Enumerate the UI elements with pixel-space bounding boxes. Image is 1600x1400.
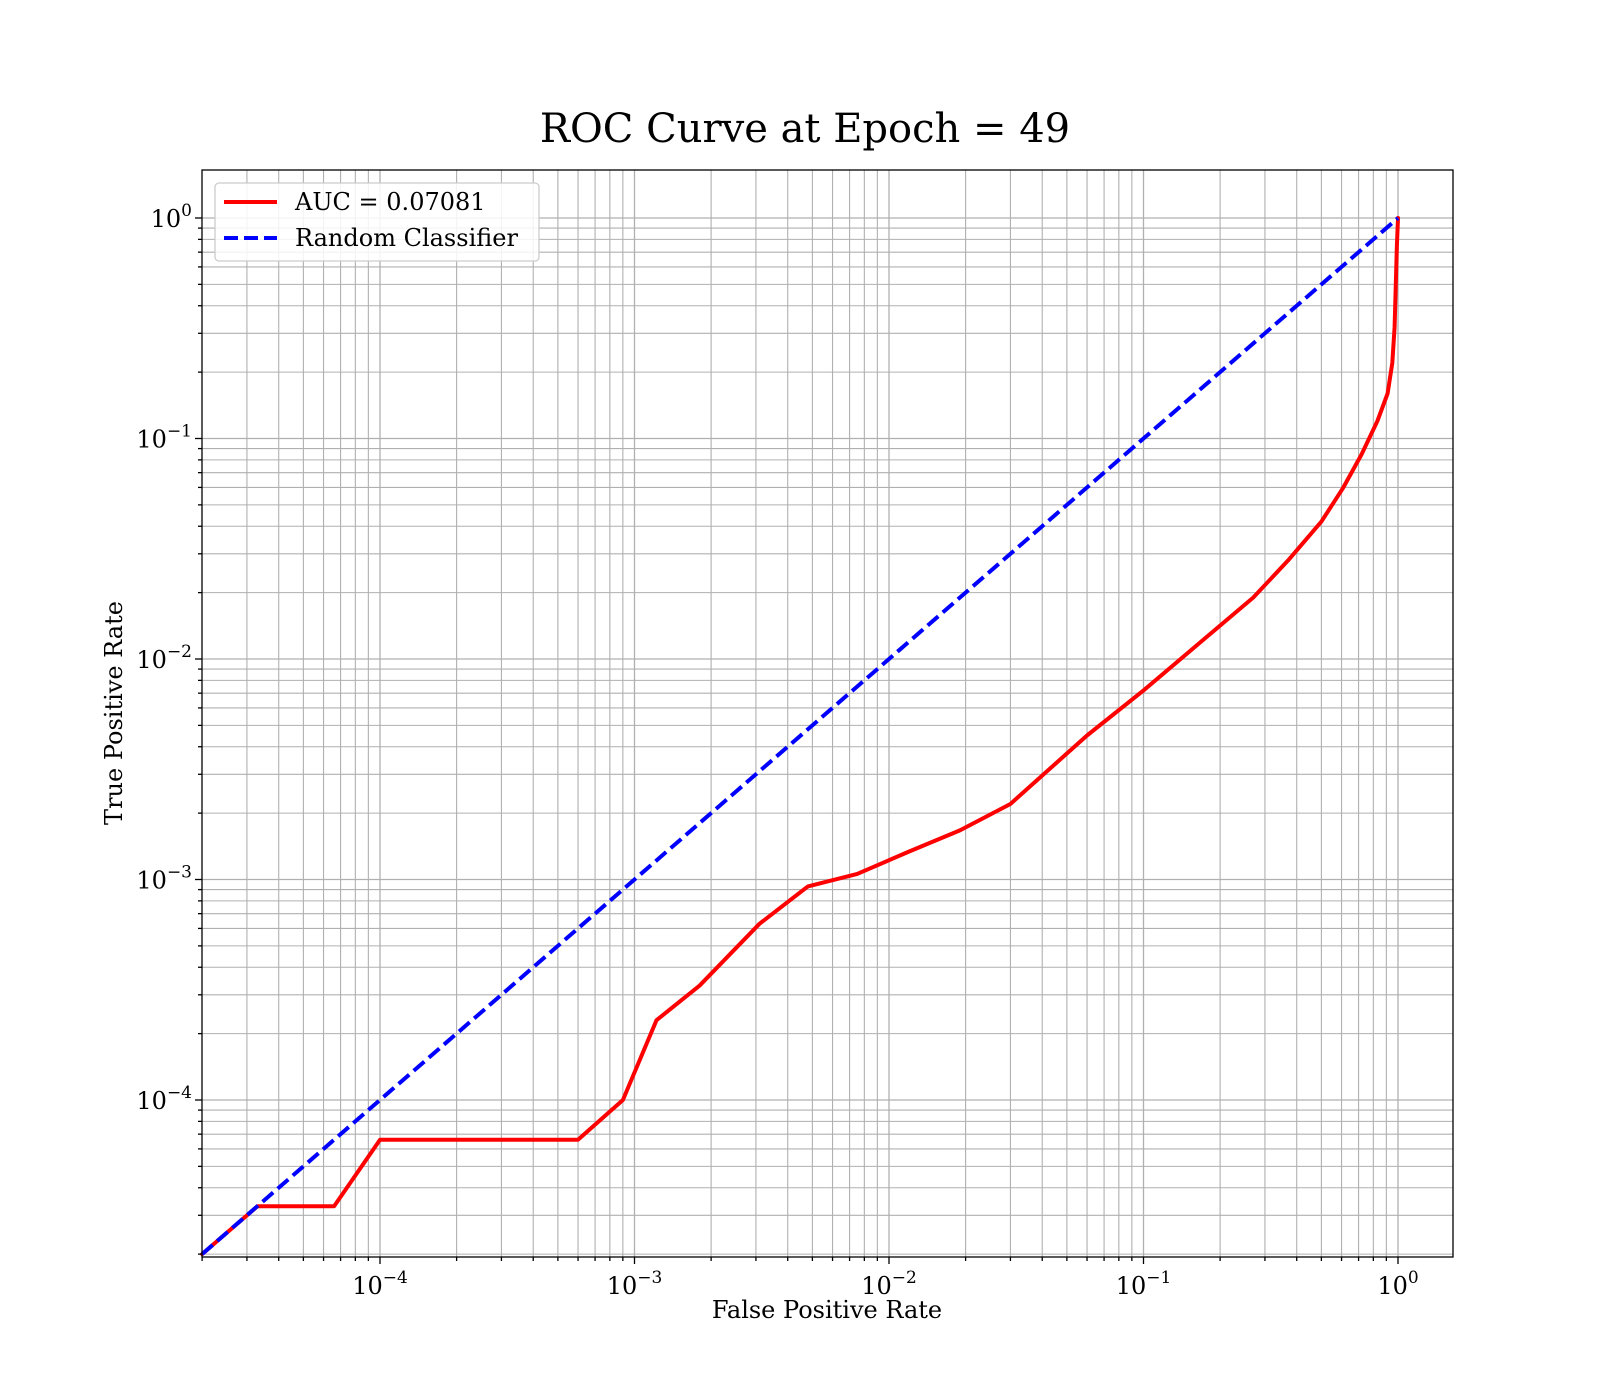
- x-tick-label: 100: [1377, 1268, 1418, 1300]
- series-line-0: [200, 216, 1400, 1257]
- chart-title: ROC Curve at Epoch = 49: [540, 106, 1070, 152]
- y-tick-label: 10−4: [136, 1083, 192, 1115]
- y-tick-label: 10−3: [136, 863, 192, 895]
- x-axis-ticks: 10−4 10−3 10−2 10−1 100: [201, 1257, 1419, 1300]
- legend-label-random-classifier: Random Classifier: [295, 224, 518, 252]
- y-tick-label: 10−1: [136, 422, 192, 454]
- y-tick-label: 100: [151, 201, 192, 233]
- y-tick-label: 10−2: [136, 642, 192, 674]
- grid: [202, 170, 1453, 1257]
- legend-box: [214, 182, 540, 262]
- x-tick-label: 10−2: [861, 1268, 917, 1300]
- legend: AUC = 0.07081 Random Classifier: [214, 182, 540, 262]
- x-axis-label: False Positive Rate: [712, 1296, 942, 1324]
- x-tick-label: 10−1: [1116, 1268, 1172, 1300]
- series-line-1: [200, 216, 1400, 1256]
- plot-frame: [201, 169, 1454, 1258]
- series-layer: [200, 216, 1400, 1257]
- y-axis-label: True Positive Rate: [100, 601, 128, 825]
- y-axis-ticks: 10−4 10−3 10−2 10−1 100: [136, 201, 202, 1255]
- x-tick-label: 10−3: [607, 1268, 663, 1300]
- x-tick-label: 10−4: [352, 1268, 408, 1300]
- legend-label-auc: AUC = 0.07081: [294, 188, 486, 216]
